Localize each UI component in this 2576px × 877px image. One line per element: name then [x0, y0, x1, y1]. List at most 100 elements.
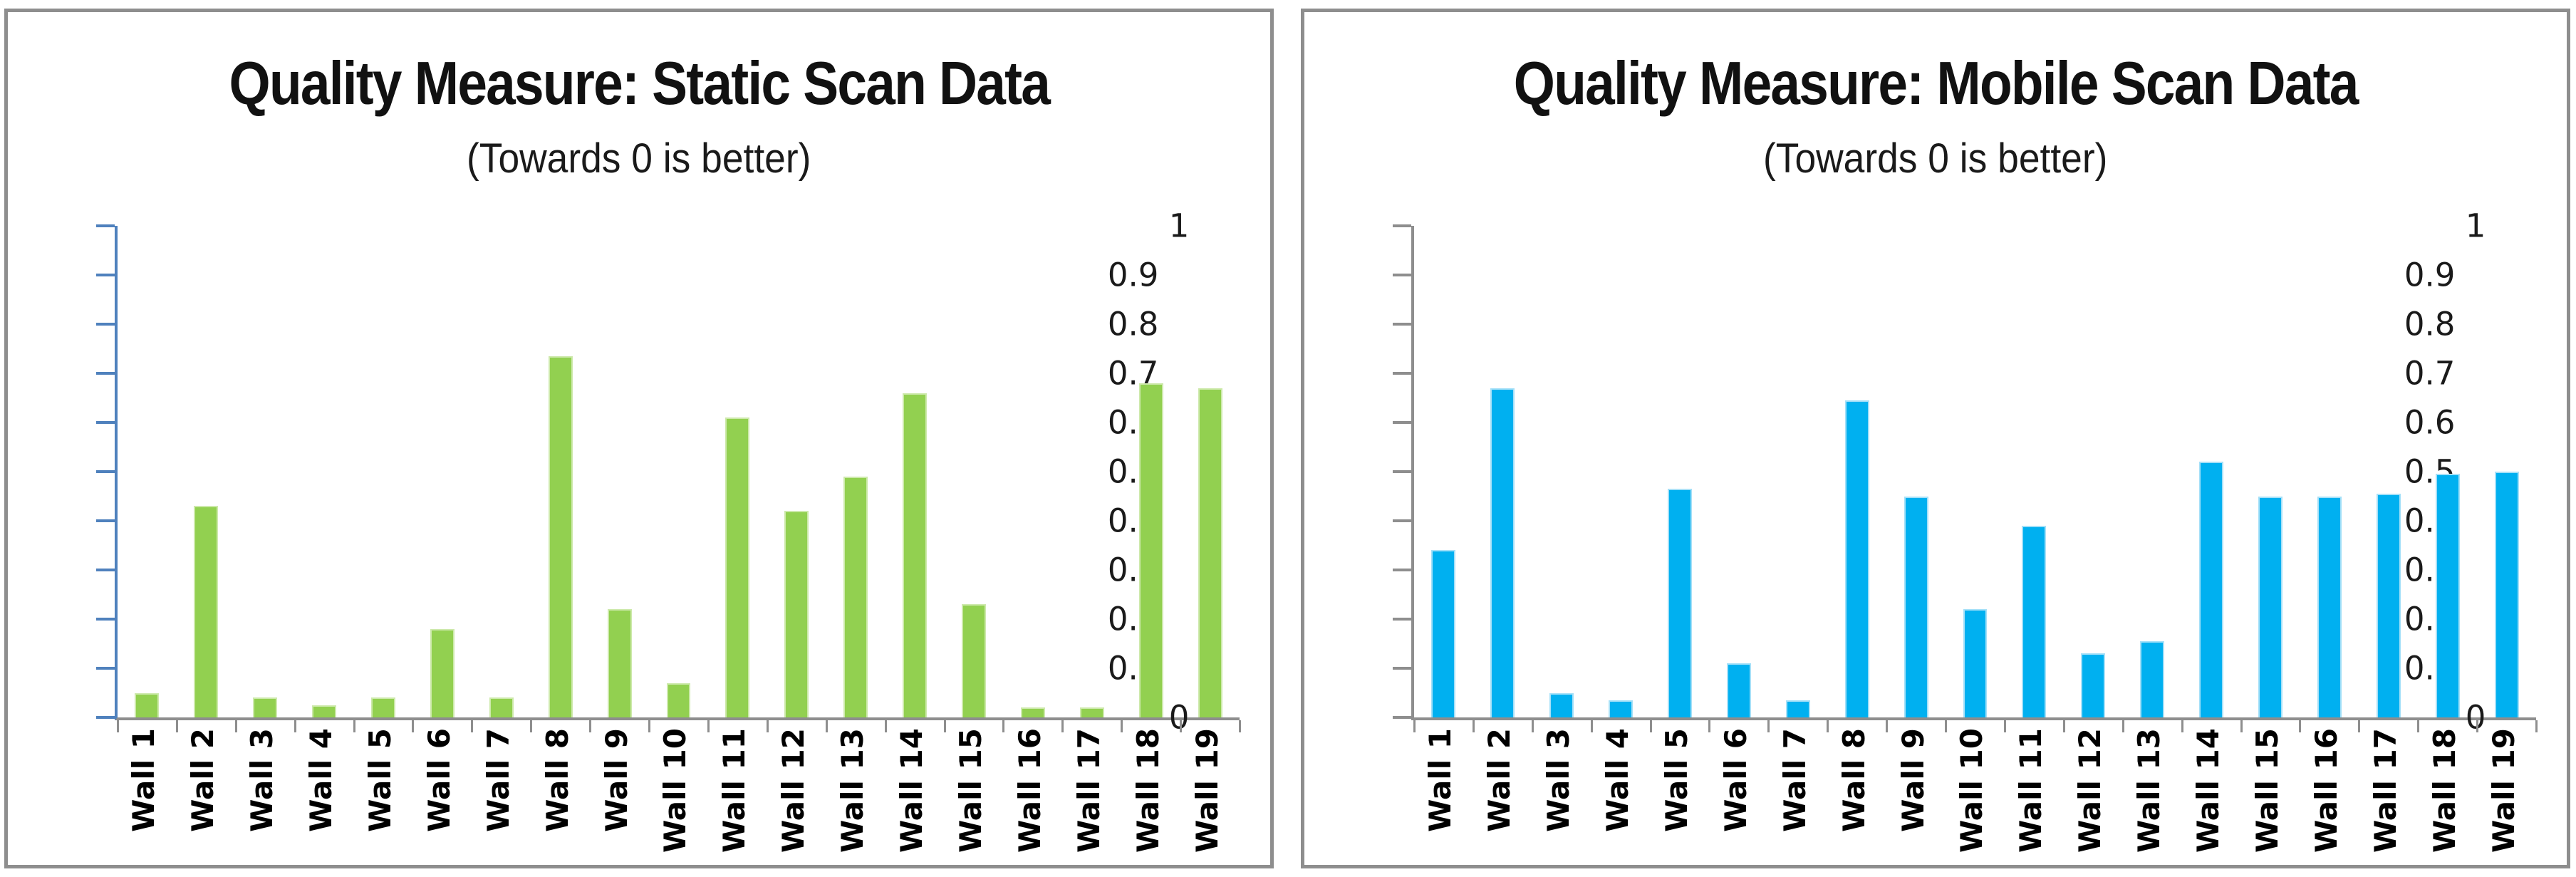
y-axis-tick: [96, 323, 115, 326]
x-axis-tick: [2535, 720, 2538, 732]
bar-wall-6: [430, 628, 455, 717]
y-axis-tick-label: 0: [2465, 698, 2486, 737]
bar-cell-wall-11: [2005, 226, 2064, 717]
y-axis-tick: [96, 421, 115, 424]
bar-wall-9: [607, 609, 632, 717]
bar-wall-15: [2258, 496, 2282, 717]
bar-wall-10: [1963, 609, 1988, 717]
y-axis-tick-label: 1: [1168, 207, 1190, 245]
bar-wall-14: [903, 393, 928, 717]
x-axis-label-wall-8: Wall 8: [539, 728, 575, 832]
bar-wall-16: [1020, 707, 1045, 717]
bar-cell-wall-8: [531, 226, 590, 717]
x-axis-label-cell: Wall 4: [1589, 728, 1648, 867]
x-axis-tick: [2003, 720, 2006, 732]
y-axis-tick: [1393, 667, 1411, 670]
bar-wall-19: [1198, 388, 1222, 717]
x-axis-tick: [2240, 720, 2243, 732]
x-axis-label-cell: Wall 18: [1118, 728, 1178, 867]
x-axis-label-cell: Wall 17: [1059, 728, 1118, 867]
static-chart-title-text: Quality Measure: Static Scan Data: [229, 50, 1050, 118]
x-axis-label-cell: Wall 6: [1706, 728, 1765, 867]
x-axis-tick: [1531, 720, 1534, 732]
bar-cell-wall-17: [1062, 226, 1121, 717]
bar-wall-11: [725, 417, 750, 717]
bar-wall-19: [2494, 472, 2519, 717]
y-axis-tick: [96, 372, 115, 375]
x-axis-label-wall-5: Wall 5: [1659, 728, 1695, 832]
x-axis-label-wall-9: Wall 9: [598, 728, 634, 832]
bar-cell-wall-5: [1651, 226, 1710, 717]
x-axis-label-wall-16: Wall 16: [2308, 728, 2344, 853]
x-axis-label-wall-18: Wall 18: [1130, 728, 1165, 853]
bar-cell-wall-12: [2064, 226, 2123, 717]
bar-wall-5: [371, 697, 396, 717]
x-axis-label-wall-6: Wall 6: [421, 728, 457, 832]
y-axis-tick: [1393, 569, 1411, 571]
x-axis-label-cell: Wall 12: [764, 728, 824, 867]
bar-cell-wall-16: [1003, 226, 1062, 717]
x-axis-tick: [943, 720, 946, 732]
x-axis-tick: [1827, 720, 1829, 732]
x-axis-tick: [294, 720, 296, 732]
bar-wall-12: [2081, 653, 2106, 717]
y-axis-tick: [1393, 618, 1411, 621]
bar-cell-wall-16: [2300, 226, 2359, 717]
x-axis-tick: [1061, 720, 1064, 732]
x-axis-label-cell: Wall 18: [2415, 728, 2474, 867]
x-axis-label-cell: Wall 17: [2356, 728, 2415, 867]
x-axis-label-wall-8: Wall 8: [1836, 728, 1871, 832]
bar-cell-wall-17: [2359, 226, 2418, 717]
x-axis-tick: [707, 720, 710, 732]
bar-wall-8: [1844, 400, 1869, 717]
y-axis-tick: [96, 470, 115, 473]
x-axis-label-wall-1: Wall 1: [126, 728, 162, 832]
y-axis-tick-label: 0.8: [1107, 305, 1159, 343]
y-axis-tick: [96, 224, 115, 227]
x-axis-label-wall-12: Wall 12: [776, 728, 811, 853]
bar-cell-wall-1: [1414, 226, 1473, 717]
x-axis-label-wall-16: Wall 16: [1012, 728, 1047, 853]
bar-wall-6: [1726, 663, 1751, 717]
x-axis-tick: [2476, 720, 2479, 732]
x-axis-label-cell: Wall 7: [1765, 728, 1824, 867]
x-axis-tick: [1886, 720, 1889, 732]
x-axis-label-cell: Wall 19: [2474, 728, 2533, 867]
bar-cell-wall-4: [295, 226, 354, 717]
bar-wall-1: [135, 692, 160, 717]
bar-cell-wall-7: [472, 226, 531, 717]
bar-wall-15: [961, 604, 986, 717]
x-axis-tick: [471, 720, 474, 732]
x-axis-label-cell: Wall 3: [1530, 728, 1589, 867]
bar-wall-8: [548, 356, 573, 717]
x-axis-tick: [648, 720, 651, 732]
x-axis-label-wall-6: Wall 6: [1718, 728, 1753, 832]
bar-wall-17: [2376, 494, 2401, 717]
bar-cell-wall-13: [826, 226, 886, 717]
x-axis-label-wall-15: Wall 15: [952, 728, 988, 853]
mobile-chart-plot-area: 1 0.9 0.8 0.7 0.6 0.5 0.4 0.3 0.2 0.1 0: [1393, 210, 2538, 734]
static-chart-plot-area: 1 0.9 0.8 0.7 0.6 0.5 0.4 0.3 0.2 0.1 0: [96, 210, 1241, 734]
bar-cell-wall-1: [118, 226, 177, 717]
bar-cell-wall-15: [2241, 226, 2300, 717]
bar-cell-wall-2: [1473, 226, 1532, 717]
bar-cell-wall-11: [708, 226, 767, 717]
x-axis-label-cell: Wall 16: [2297, 728, 2356, 867]
static-chart-subtitle: (Towards 0 is better): [8, 135, 1270, 182]
x-axis-tick: [1590, 720, 1593, 732]
x-axis-tick: [2358, 720, 2361, 732]
bar-cell-wall-19: [1180, 226, 1240, 717]
x-axis-tick: [825, 720, 828, 732]
x-axis-tick: [1413, 720, 1416, 732]
x-axis-label-cell: Wall 6: [410, 728, 469, 867]
x-axis-label-cell: Wall 9: [1884, 728, 1943, 867]
x-axis-tick: [1708, 720, 1711, 732]
bar-wall-3: [253, 697, 278, 717]
y-axis-tick: [1393, 519, 1411, 522]
bar-wall-18: [1138, 383, 1163, 717]
x-axis-tick: [1472, 720, 1475, 732]
x-axis-label-cell: Wall 15: [2238, 728, 2297, 867]
x-axis-label-wall-2: Wall 2: [1482, 728, 1517, 832]
y-axis-tick-label: 0.9: [1107, 256, 1159, 294]
y-axis-tick-label: 0.9: [2404, 256, 2456, 294]
